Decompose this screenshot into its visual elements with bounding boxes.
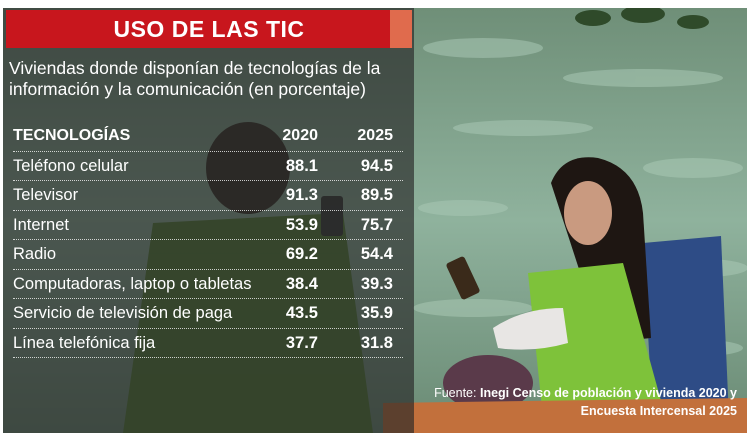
value-2020: 88.1 <box>285 156 318 175</box>
woman-figure <box>383 157 747 433</box>
subtitle: Viviendas donde disponían de tecnologías… <box>9 58 381 99</box>
row-label: Teléfono celular <box>13 156 129 175</box>
source-label: Fuente: <box>434 386 477 400</box>
value-2020: 37.7 <box>285 333 318 352</box>
data-panel <box>3 8 414 433</box>
page-title: USO DE LAS TIC <box>113 15 305 42</box>
row-label: Línea telefónica fija <box>13 333 156 352</box>
row-label: Televisor <box>13 186 79 204</box>
header-2020: 2020 <box>282 127 318 144</box>
table-row: Teléfono celular 88.1 94.5 <box>13 152 403 181</box>
row-label: Computadoras, laptop o tabletas <box>13 274 252 293</box>
table-row: Radio 69.2 54.4 <box>13 240 403 270</box>
table-row: Televisor 91.3 89.5 <box>13 181 403 211</box>
header-technologies: TECNOLOGÍAS <box>13 127 131 144</box>
value-2025: 54.4 <box>360 245 393 263</box>
header-2025: 2025 <box>357 127 393 144</box>
value-2025: 89.5 <box>360 186 393 204</box>
table-row: Computadoras, laptop o tabletas 38.4 39.… <box>13 270 403 299</box>
row-label: Internet <box>13 215 69 234</box>
value-2025: 94.5 <box>360 156 393 175</box>
value-2025: 31.8 <box>360 333 393 352</box>
source-note: Fuente: Inegi Censo de población y vivie… <box>407 384 737 420</box>
table-row: Servicio de televisión de paga 43.5 35.9 <box>13 299 403 329</box>
value-2020: 38.4 <box>285 274 318 293</box>
value-2025: 39.3 <box>360 274 393 293</box>
value-2020: 43.5 <box>285 304 318 322</box>
table-header: TECNOLOGÍAS 2020 2025 <box>13 122 403 152</box>
source-line2: Encuesta Intercensal 2025 <box>580 404 737 418</box>
source-line1: Inegi Censo de población y vivienda 2020… <box>479 386 737 400</box>
infographic: USO DE LAS TIC Viviendas donde disponían… <box>3 8 747 433</box>
value-2025: 35.9 <box>360 304 393 322</box>
row-label: Servicio de televisión de paga <box>13 304 233 322</box>
value-2025: 75.7 <box>360 215 393 234</box>
value-2020: 91.3 <box>285 186 318 204</box>
table-row: Línea telefónica fija 37.7 31.8 <box>13 329 403 358</box>
data-table: TECNOLOGÍAS 2020 2025 Teléfono celular 8… <box>13 122 403 358</box>
value-2020: 53.9 <box>285 215 318 234</box>
row-label: Radio <box>13 245 57 263</box>
title-accent <box>390 10 412 48</box>
table-row: Internet 53.9 75.7 <box>13 211 403 240</box>
value-2020: 69.2 <box>285 245 318 263</box>
title-banner: USO DE LAS TIC <box>6 10 412 48</box>
